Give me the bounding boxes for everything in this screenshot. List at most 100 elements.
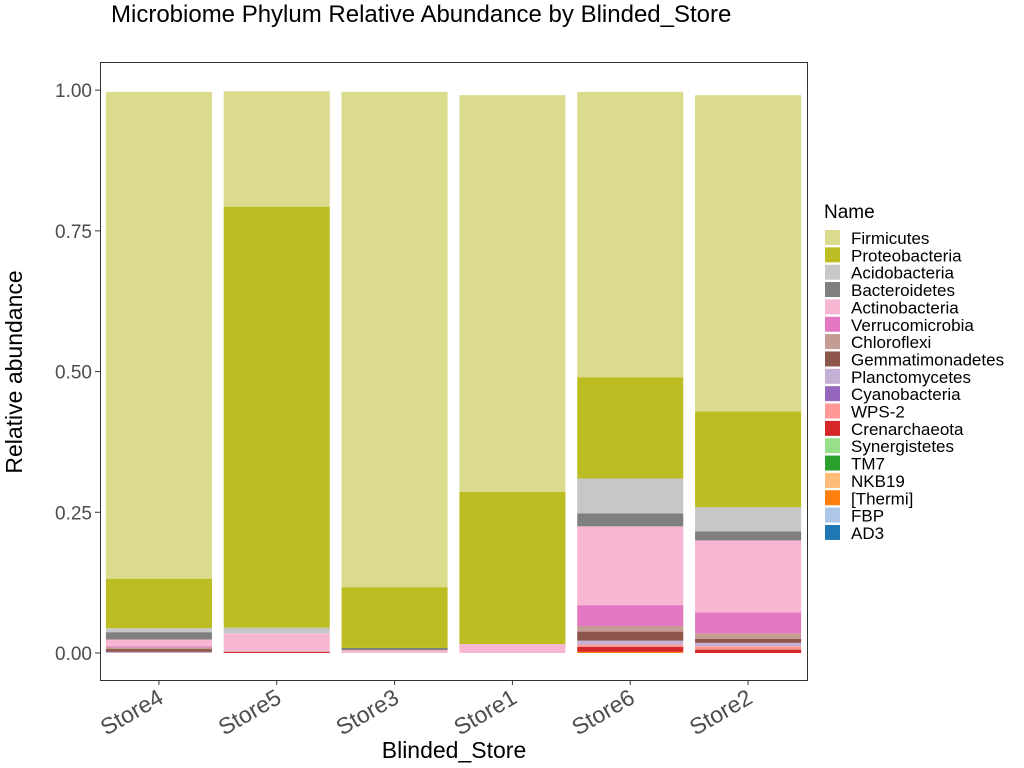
legend-label-crenarchaeota: Crenarchaeota xyxy=(851,420,964,439)
x-tick-label: Store4 xyxy=(96,684,168,741)
legend-swatch-cyanobacteria xyxy=(825,386,840,402)
bar-segment-store3-bacteroidetes xyxy=(341,647,448,651)
bar-segment-store5-chloroflexi xyxy=(223,651,330,652)
bars-group xyxy=(105,91,802,653)
bar-segment-store4-firmicutes xyxy=(105,91,212,579)
legend-label-tm7: TM7 xyxy=(851,455,885,474)
legend-label-wps-2: WPS-2 xyxy=(851,403,905,422)
legend-label-verrucomicrobia: Verrucomicrobia xyxy=(851,316,974,335)
legend-swatch-firmicutes xyxy=(825,230,840,245)
legend-swatch-planctomycetes xyxy=(825,368,840,384)
legend-swatch-proteobacteria xyxy=(825,247,840,263)
legend-swatch-acidobacteria xyxy=(825,264,840,280)
x-tick-label: Store1 xyxy=(449,684,521,740)
bar-segment-store4-actinobacteria xyxy=(105,639,212,647)
x-axis-title: Blinded_Store xyxy=(382,737,527,763)
bar-segment-store4-gemmatimonadetes xyxy=(105,649,212,652)
bar-segment-store4-chloroflexi xyxy=(105,647,212,650)
bar-segment-store2-planctomycetes xyxy=(695,642,802,647)
chart-title: Microbiome Phylum Relative Abundance by … xyxy=(111,1,731,28)
legend-label-actinobacteria: Actinobacteria xyxy=(851,298,959,317)
legend-swatch-verrucomicrobia xyxy=(825,316,840,332)
y-tick-label: 0.25 xyxy=(55,503,92,524)
legend-swatch-actinobacteria xyxy=(825,299,840,315)
bar-segment-store6-thermi xyxy=(577,651,684,653)
legend-label-acidobacteria: Acidobacteria xyxy=(851,264,955,283)
y-axis-title: Relative abundance xyxy=(1,270,27,473)
bar-segment-store6-gemmatimonadetes xyxy=(577,631,684,641)
y-axis: 0.00 0.25 0.50 0.75 1.00 xyxy=(55,81,100,665)
legend-swatch-nkb19 xyxy=(825,472,840,488)
bar-segment-store2-chloroflexi xyxy=(695,633,802,639)
bar-segment-store6-bacteroidetes xyxy=(577,513,684,527)
bar-segment-store5-proteobacteria xyxy=(223,206,330,628)
bar-segment-store2-actinobacteria xyxy=(695,540,802,613)
bar-segment-store1-firmicutes xyxy=(459,95,566,493)
bar-segment-store6-proteobacteria xyxy=(577,377,684,479)
y-tick-label: 1.00 xyxy=(55,81,92,102)
x-tick-label: Store3 xyxy=(331,684,403,740)
bar-segment-store6-wps-2 xyxy=(577,644,684,647)
legend-label-planctomycetes: Planctomycetes xyxy=(851,368,971,387)
bar-segment-store2-crenarchaeota xyxy=(695,649,802,653)
legend-swatch-tm7 xyxy=(825,455,840,471)
bar-segment-store6-planctomycetes xyxy=(577,640,684,645)
legend-swatch-ad3 xyxy=(825,524,840,540)
legend-label-thermi: [Thermi] xyxy=(851,489,913,508)
bar-segment-store2-verrucomicrobia xyxy=(695,612,802,634)
legend-label-synergistetes: Synergistetes xyxy=(851,437,954,456)
bar-segment-store6-chloroflexi xyxy=(577,625,684,632)
bar-segment-store4-bacteroidetes xyxy=(105,632,212,640)
legend-label-proteobacteria: Proteobacteria xyxy=(851,246,962,265)
bar-segment-store5-firmicutes xyxy=(223,91,330,207)
bar-segment-store1-actinobacteria xyxy=(459,643,566,653)
y-tick-label: 0.50 xyxy=(55,363,92,384)
bar-segment-store3-proteobacteria xyxy=(341,587,448,648)
bar-segment-store2-bacteroidetes xyxy=(695,531,802,541)
legend-label-fbp: FBP xyxy=(851,507,884,526)
bar-segment-store2-firmicutes xyxy=(695,95,802,412)
bar-segment-store3-firmicutes xyxy=(341,91,448,588)
legend-label-bacteroidetes: Bacteroidetes xyxy=(851,281,955,300)
bar-segment-store2-gemmatimonadetes xyxy=(695,638,802,643)
bar-segment-store3-actinobacteria xyxy=(341,650,448,653)
bar-segment-store2-acidobacteria xyxy=(695,507,802,532)
legend-label-ad3: AD3 xyxy=(851,524,884,543)
bar-segment-store6-crenarchaeota xyxy=(577,646,684,652)
legend-label-cyanobacteria: Cyanobacteria xyxy=(851,385,961,404)
legend-swatch-crenarchaeota xyxy=(825,420,840,436)
bar-segment-store4-planctomycetes xyxy=(105,651,212,653)
bar-segment-store6-firmicutes xyxy=(577,91,684,378)
x-tick-label: Store5 xyxy=(214,684,286,740)
bar-segment-store5-actinobacteria xyxy=(223,633,330,652)
legend-swatch-thermi xyxy=(825,490,840,506)
x-tick-label: Store6 xyxy=(567,684,639,740)
legend-label-chloroflexi: Chloroflexi xyxy=(851,333,931,352)
bar-segment-store6-actinobacteria xyxy=(577,526,684,606)
x-tick-label: Store2 xyxy=(685,684,757,740)
legend-swatch-gemmatimonadetes xyxy=(825,351,840,367)
legend-label-gemmatimonadetes: Gemmatimonadetes xyxy=(851,350,1004,369)
legend-swatch-synergistetes xyxy=(825,438,840,454)
legend-title: Name xyxy=(824,202,875,223)
bar-segment-store5-crenarchaeota xyxy=(223,651,330,653)
bar-segment-store4-acidobacteria xyxy=(105,628,212,633)
y-tick-label: 0.00 xyxy=(55,644,92,665)
legend-label-nkb19: NKB19 xyxy=(851,472,905,491)
bar-segment-store1-proteobacteria xyxy=(459,492,566,644)
x-axis: Store4 Store5 Store3 Store1 Store6 Store2 xyxy=(96,680,757,740)
bar-segment-store6-verrucomicrobia xyxy=(577,605,684,626)
bar-segment-store4-verrucomicrobia xyxy=(105,646,212,648)
legend-swatch-chloroflexi xyxy=(825,334,840,350)
bar-segment-store2-proteobacteria xyxy=(695,411,802,508)
legend-label-firmicutes: Firmicutes xyxy=(851,229,929,248)
legend-swatch-fbp xyxy=(825,507,840,523)
panel-border xyxy=(100,62,808,681)
y-tick-label: 0.75 xyxy=(55,222,92,243)
bar-segment-store5-acidobacteria xyxy=(223,627,330,634)
legend: FirmicutesProteobacteriaAcidobacteriaBac… xyxy=(825,229,1004,543)
bar-segment-store2-wps-2 xyxy=(695,646,802,650)
bar-segment-store6-acidobacteria xyxy=(577,478,684,514)
legend-swatch-bacteroidetes xyxy=(825,282,840,298)
